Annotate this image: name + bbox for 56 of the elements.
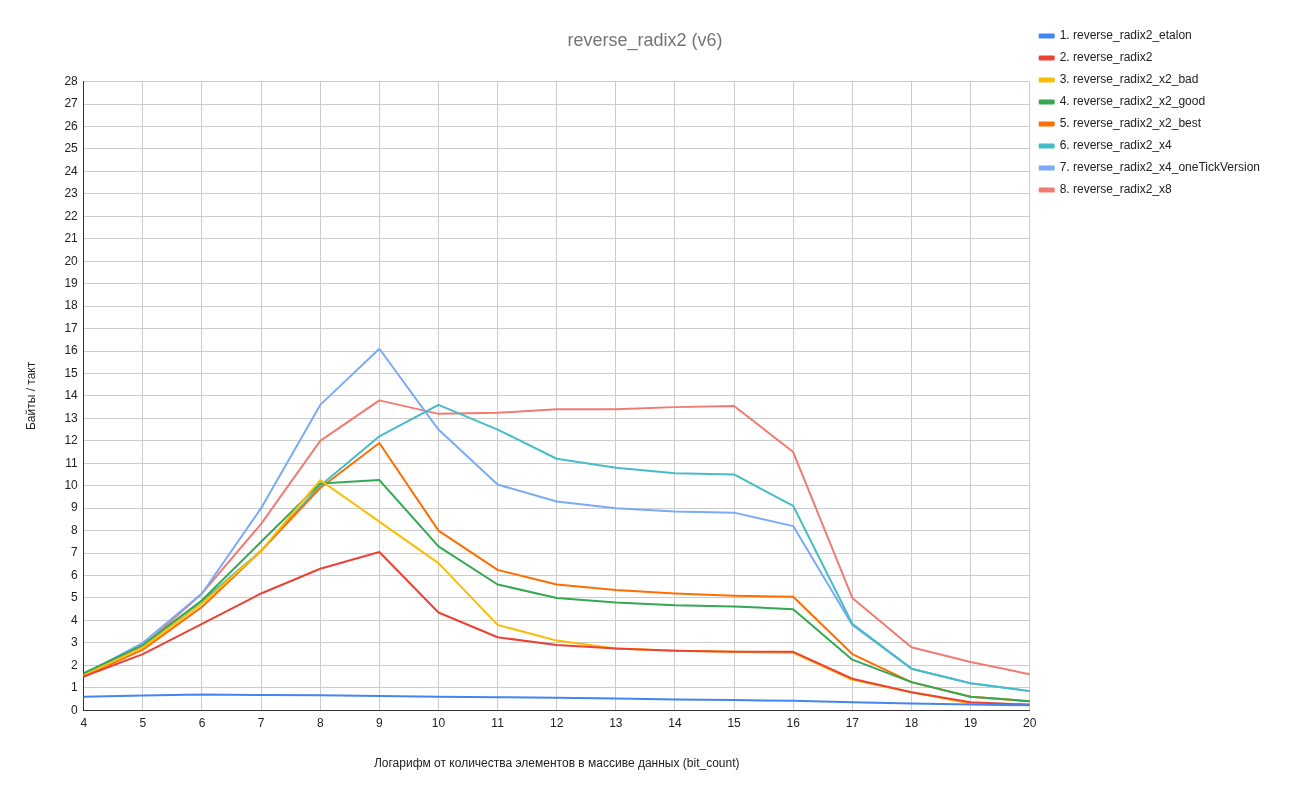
y-tick-label: 18 (64, 298, 79, 313)
x-tick-label: 11 (491, 715, 505, 730)
x-tick-label: 7 (257, 715, 265, 730)
x-tick-label: 10 (431, 715, 446, 730)
y-tick-label: 0 (71, 702, 79, 717)
y-tick-label: 16 (64, 343, 79, 358)
y-tick-label: 8 (71, 522, 79, 537)
y-tick-label: 24 (64, 163, 79, 178)
x-tick-label: 16 (786, 715, 801, 730)
legend-label: 6. reverse_radix2_x4 (1059, 138, 1173, 153)
y-tick-label: 11 (65, 455, 79, 470)
y-tick-label: 2 (71, 657, 79, 672)
y-tick-label: 28 (64, 73, 79, 88)
x-tick-label: 20 (1022, 715, 1037, 730)
y-tick-label: 5 (71, 590, 79, 605)
y-tick-label: 23 (64, 186, 79, 201)
y-tick-label: 1 (71, 680, 79, 695)
y-tick-label: 13 (64, 410, 79, 425)
y-tick-label: 22 (64, 208, 79, 223)
y-tick-label: 27 (64, 96, 79, 111)
y-axis-title: Байты / такт (23, 361, 38, 431)
legend-label: 2. reverse_radix2 (1059, 50, 1153, 65)
y-tick-label: 26 (64, 118, 79, 133)
x-tick-label: 8 (316, 715, 324, 730)
legend-label: 7. reverse_radix2_x4_oneTickVersion (1059, 160, 1261, 175)
chart-title: reverse_radix2 (v6) (567, 29, 723, 51)
y-tick-label: 6 (71, 567, 79, 582)
y-tick-label: 9 (71, 500, 79, 515)
y-tick-label: 10 (64, 478, 79, 493)
legend-label: 4. reverse_radix2_x2_good (1059, 94, 1206, 109)
x-tick-label: 6 (198, 715, 206, 730)
legend-label: 3. reverse_radix2_x2_bad (1059, 72, 1199, 87)
x-tick-label: 18 (904, 715, 919, 730)
y-tick-label: 12 (64, 433, 79, 448)
y-tick-label: 3 (71, 635, 79, 650)
y-tick-label: 25 (64, 141, 79, 156)
y-tick-label: 20 (64, 253, 79, 268)
y-tick-label: 21 (64, 231, 79, 246)
x-axis-title: Логарифм от количества элементов в массиве данных (bit_count) (373, 756, 740, 771)
x-tick-label: 15 (727, 715, 742, 730)
y-tick-label: 17 (64, 320, 79, 335)
x-tick-label: 14 (668, 715, 682, 730)
x-tick-label: 19 (963, 715, 978, 730)
y-tick-label: 19 (64, 275, 79, 290)
y-tick-label: 7 (71, 545, 79, 560)
x-tick-label: 12 (550, 715, 564, 730)
x-tick-label: 5 (139, 715, 147, 730)
legend-label: 8. reverse_radix2_x8 (1059, 182, 1173, 197)
legend-label: 5. reverse_radix2_x2_best (1059, 116, 1202, 131)
legend-label: 1. reverse_radix2_etalon (1059, 28, 1192, 43)
y-tick-label: 15 (64, 365, 79, 380)
y-tick-label: 4 (71, 612, 79, 627)
x-tick-label: 17 (845, 715, 860, 730)
x-tick-label: 9 (376, 715, 383, 730)
y-tick-label: 14 (64, 388, 79, 403)
x-tick-label: 13 (609, 715, 623, 730)
